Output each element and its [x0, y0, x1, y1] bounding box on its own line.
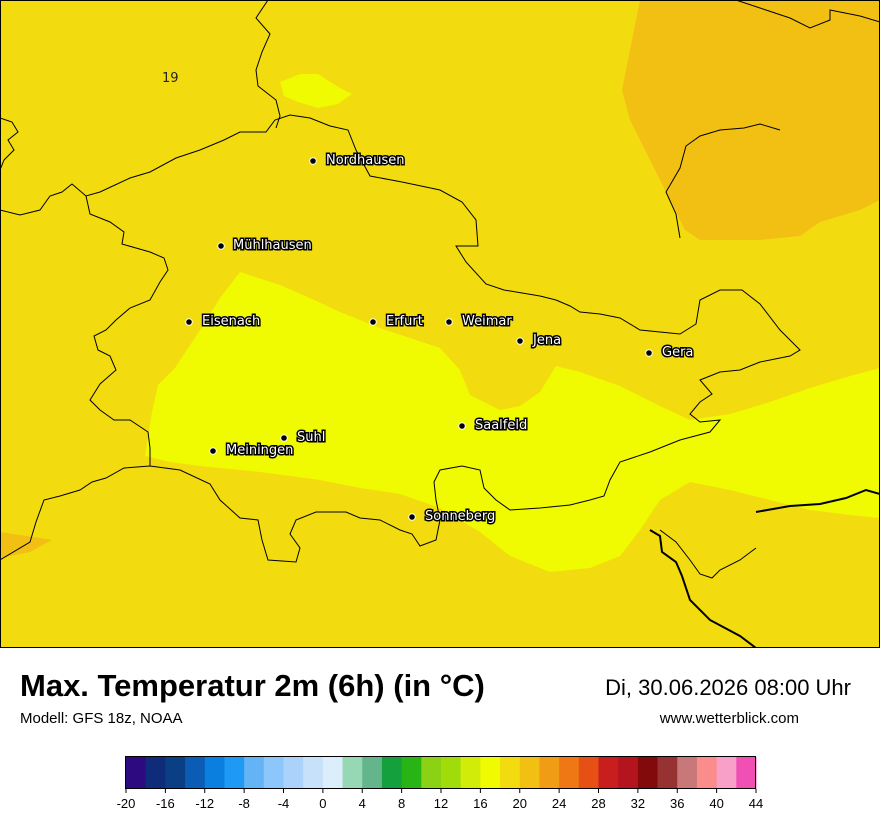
city-saalfeld: Saalfeld [458, 417, 529, 435]
legend-swatch [362, 757, 383, 789]
city-label: Sonneberg [425, 509, 495, 524]
city-eisenach: Eisenach [185, 313, 262, 331]
legend-swatch [618, 757, 639, 789]
website-link[interactable]: www.wetterblick.com [659, 710, 799, 727]
map-title: Max. Temperatur 2m (6h) (in °C) [20, 668, 485, 703]
legend-tick-label: 28 [591, 796, 605, 811]
legend-tick-label: 32 [631, 796, 645, 811]
national-border-east [755, 488, 880, 513]
city-sonneberg: Sonneberg [408, 508, 497, 526]
legend-swatch [283, 757, 304, 789]
city-label: Nordhausen [326, 153, 405, 168]
legend-swatch [244, 757, 265, 789]
legend-swatch [637, 757, 658, 789]
forecast-datetime: Di, 30.06.2026 08:00 Uhr [605, 675, 851, 700]
legend-swatch [263, 757, 284, 789]
city-weimar: Weimar [445, 313, 514, 331]
city-label: Mühlhausen [233, 238, 312, 253]
city-dot-icon [280, 434, 288, 442]
contour-label: 19 [162, 71, 179, 86]
national-border [649, 529, 757, 648]
legend-tick-label: 44 [749, 796, 763, 811]
legend-swatch [578, 757, 599, 789]
legend-swatch [657, 757, 678, 789]
legend-swatch [421, 757, 442, 789]
city-erfurt: Erfurt [369, 313, 424, 331]
district-borders [0, 0, 880, 579]
legend-tick-label: 12 [434, 796, 448, 811]
legend-ticks: -20 -16 -12 -8 -4 0 4 8 12 16 20 24 28 32 36 40 44 [117, 789, 763, 811]
legend-tick-label: 8 [398, 796, 405, 811]
legend-swatch [441, 757, 462, 789]
city-gera: Gera [645, 344, 695, 362]
city-dot-icon [309, 157, 317, 165]
legend-tick-label: 16 [473, 796, 487, 811]
legend-swatch [677, 757, 698, 789]
legend-tick-label: -16 [156, 796, 175, 811]
city-label: Jena [532, 333, 561, 348]
city-meiningen: Meiningen [209, 442, 295, 460]
city-dot-icon [458, 422, 466, 430]
legend-swatch [126, 757, 147, 789]
city-dot-icon [217, 242, 225, 250]
legend-swatch [736, 757, 757, 789]
city-dot-icon [209, 447, 217, 455]
legend-swatch [716, 757, 737, 789]
legend-tick-label: 4 [359, 796, 366, 811]
legend-swatch [185, 757, 206, 789]
legend-swatch [303, 757, 324, 789]
city-label: Erfurt [386, 314, 423, 329]
city-suhl: Suhl [280, 429, 327, 447]
city-label: Weimar [462, 314, 512, 329]
legend-tick-label: 24 [552, 796, 566, 811]
city-label: Suhl [297, 430, 325, 445]
legend-swatch [342, 757, 363, 789]
city-dot-icon [369, 318, 377, 326]
legend-tick-label: -8 [238, 796, 250, 811]
city-dot-icon [185, 318, 193, 326]
city-dot-icon [516, 337, 524, 345]
legend-swatch [598, 757, 619, 789]
city-jena: Jena [516, 332, 563, 350]
legend-tick-label: 40 [709, 796, 723, 811]
legend-tick-label: -4 [278, 796, 290, 811]
legend-swatch [381, 757, 403, 789]
legend-tick-label: 20 [513, 796, 527, 811]
legend-swatch [559, 757, 580, 789]
legend-swatch [696, 757, 718, 789]
city-label: Gera [662, 345, 693, 360]
legend-swatch [500, 757, 521, 789]
city-dot-icon [645, 349, 653, 357]
city-nordhausen: Nordhausen [309, 152, 406, 170]
city-dot-icon [445, 318, 453, 326]
legend-tick-label: 36 [670, 796, 684, 811]
city-dot-icon [408, 513, 416, 521]
color-legend: -20 -16 -12 -8 -4 0 4 8 12 16 20 24 28 32 36 40 44 [117, 756, 763, 811]
legend-swatches [126, 757, 757, 789]
legend-swatch [480, 757, 501, 789]
legend-swatch [145, 757, 166, 789]
legend-tick-label: 0 [319, 796, 326, 811]
legend-swatch [460, 757, 481, 789]
legend-swatch [539, 757, 560, 789]
cool-area-north [280, 74, 352, 108]
warm-area-west [0, 532, 52, 558]
legend-frame [125, 756, 756, 789]
city-label: Meiningen [226, 443, 293, 458]
city-label: Eisenach [202, 314, 260, 329]
legend-swatch [165, 757, 186, 789]
city-label: Saalfeld [475, 418, 527, 433]
legend-swatch [519, 757, 540, 789]
city-muehlhausen: Mühlhausen [217, 237, 313, 255]
cool-area-central [145, 272, 880, 572]
legend-swatch [204, 757, 225, 789]
temperature-map: 19 Nordhausen Mühlhausen Eisenach Erfurt… [0, 0, 880, 648]
legend-swatch [322, 757, 343, 789]
warm-area-northeast [622, 0, 880, 240]
legend-tick-label: -12 [195, 796, 214, 811]
model-info: Modell: GFS 18z, NOAA [20, 710, 183, 727]
legend-swatch [401, 757, 422, 789]
legend-swatch [224, 757, 245, 789]
legend-tick-label: -20 [117, 796, 136, 811]
